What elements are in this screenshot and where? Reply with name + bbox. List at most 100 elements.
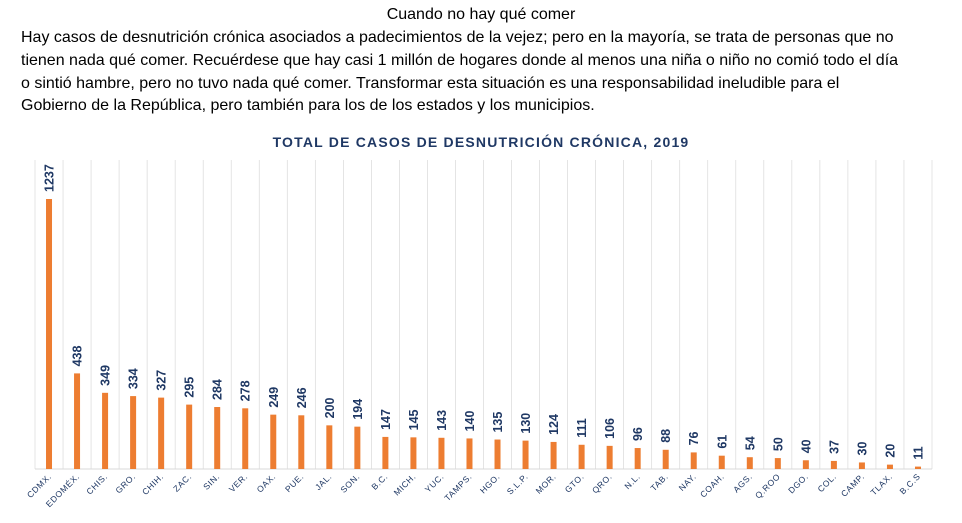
x-tick-label: B.C. [369,471,389,491]
data-label: 130 [519,413,533,434]
bar [158,397,165,469]
bar [858,462,865,469]
bar [830,460,837,469]
data-label: 76 [687,431,701,445]
data-label: 284 [211,379,225,400]
data-label: 438 [71,345,85,366]
data-label: 54 [743,436,757,450]
x-tick-label: QRO. [590,471,614,495]
bar [914,466,921,469]
data-label: 278 [239,380,253,401]
x-tick-label: MICH. [392,471,418,497]
bar [550,441,557,469]
data-label: 295 [183,377,197,398]
data-label: 111 [575,418,589,438]
bar [606,445,613,469]
bar [522,440,529,469]
bar [718,455,725,469]
x-tick-label: SON. [338,471,361,494]
x-tick-label: ZAC. [171,471,193,493]
data-label: 145 [407,409,421,430]
bar [438,437,445,469]
data-label: 20 [883,444,897,458]
intro-line: o sintió hambre, pero no tuvo nada qué c… [21,74,840,92]
bar [466,438,473,469]
data-label: 61 [715,435,729,449]
intro-paragraph: Hay casos de desnutrición crónica asocia… [21,27,946,118]
data-label: 1237 [43,164,57,192]
data-label: 334 [127,368,141,389]
bar [578,444,585,469]
bar [634,448,641,469]
data-label: 11 [911,446,925,459]
bar [662,449,669,469]
data-label: 30 [855,442,869,456]
page-title: Cuando no hay qué comer [386,6,576,23]
bar [74,373,81,469]
data-label: 106 [603,418,617,439]
data-label: 349 [99,365,113,386]
x-tick-label: N.L. [622,471,642,491]
x-tick-label: CAMP. [839,471,866,498]
x-tick-label: S.L.P. [505,471,530,496]
bar [214,407,221,469]
bar [270,414,277,469]
x-tick-label: JAL. [313,471,334,492]
data-label: 143 [435,410,449,431]
data-label: 37 [827,440,841,454]
x-tick-label: TAMPS. [442,471,474,503]
intro-line: Gobierno de la República, pero también p… [21,97,595,115]
data-label: 88 [659,429,673,443]
data-label: 327 [155,370,169,391]
bar [410,437,417,469]
data-label: 147 [379,409,393,430]
chart-title: TOTAL DE CASOS DE DESNUTRICIÓN CRÓNICA, … [272,134,690,150]
bar [326,425,333,469]
x-tick-label: CHIH. [140,471,166,497]
bar [886,464,893,469]
x-tick-label: COL. [816,471,839,494]
intro-line: tienen nada qué comer. Recuérdese que ha… [21,51,899,69]
x-tick-label: MOR. [534,471,558,495]
x-tick-label: VER. [227,471,250,494]
bar [46,199,53,469]
bar [690,452,697,469]
bar [242,408,249,469]
bar [354,426,361,469]
x-tick-label: OAX. [255,471,278,494]
bar [774,458,781,469]
intro-line: Hay casos de desnutrición crónica asocia… [21,29,894,46]
data-label: 246 [295,387,309,408]
x-tick-label: CHIS. [84,471,109,496]
bar [382,436,389,469]
data-label: 135 [491,412,505,433]
data-label: 194 [351,399,365,420]
x-tick-label: B.C.S [898,471,923,496]
x-tick-label: DGO. [786,471,810,495]
data-label: 124 [547,414,561,435]
x-tick-label: TLAX. [868,471,894,497]
data-label: 140 [463,411,477,432]
x-tick-label: TAB. [648,471,670,493]
bar [102,392,109,469]
bar [494,439,501,469]
bar [130,396,137,469]
data-label: 50 [771,437,785,451]
data-label: 200 [323,397,337,418]
bar [186,404,193,469]
bar-chart: 1237CDMX.438EDOMÉX.349CHIS.334GRO.327CHI… [25,160,933,509]
x-tick-label: GRO. [113,471,137,495]
x-tick-label: PUE. [283,471,306,494]
x-tick-label: YUC. [423,471,446,494]
x-tick-label: COAH. [698,471,726,499]
data-label: 96 [631,427,645,441]
x-tick-label: SIN. [201,471,221,491]
x-tick-label: Q.ROO [753,471,782,500]
data-label: 40 [799,439,813,453]
bar [298,415,305,469]
x-tick-label: AGS. [731,471,754,494]
bar [746,457,753,469]
bar [802,460,809,469]
x-tick-label: GTO. [563,471,586,494]
x-tick-label: HGO. [478,471,502,495]
